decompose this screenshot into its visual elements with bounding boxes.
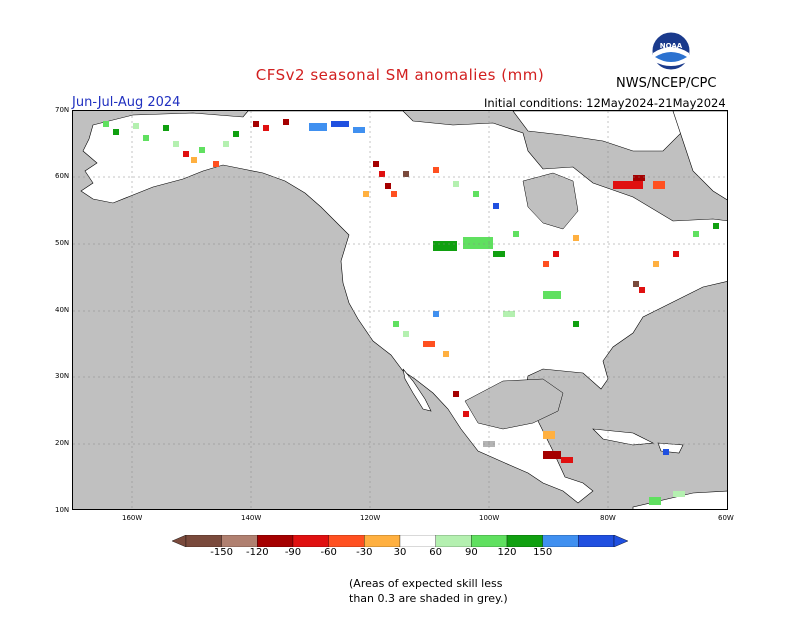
legend-swatch — [185, 535, 222, 547]
initial-conditions-label: Initial conditions: 12May2024-21May2024 — [484, 96, 726, 110]
legend-swatch — [257, 535, 294, 547]
skill-note-line2: than 0.3 are shaded in grey.) — [349, 592, 508, 605]
legend-swatch — [292, 535, 329, 547]
legend-arrow-right — [613, 535, 628, 547]
lat-label-70n: 70N — [55, 106, 70, 114]
season-label: Jun-Jul-Aug 2024 — [72, 95, 181, 110]
legend-label: -150 — [210, 547, 234, 558]
anomaly-cells — [103, 119, 719, 505]
source-label: NWS/NCEP/CPC — [616, 76, 717, 91]
skill-note: (Areas of expected skill less than 0.3 a… — [349, 576, 508, 606]
hudson-bay — [522, 172, 579, 230]
lon-label-140w: 140W — [241, 514, 262, 522]
legend-swatch — [435, 535, 472, 547]
noaa-logo-text: NOAA — [660, 42, 683, 50]
lon-label-160w: 160W — [122, 514, 143, 522]
lat-label-50n: 50N — [55, 239, 70, 247]
lon-label-60w: 60W — [718, 514, 734, 522]
legend-label: -90 — [284, 547, 302, 558]
lon-label-100w: 100W — [479, 514, 500, 522]
anomaly-map — [72, 110, 728, 510]
lat-label-10n: 10N — [55, 506, 70, 514]
baja-california — [402, 368, 432, 412]
lon-label-80w: 80W — [600, 514, 616, 522]
legend-label: 60 — [429, 547, 443, 558]
lat-label-40n: 40N — [55, 306, 70, 314]
legend-swatch — [328, 535, 365, 547]
legend-swatch — [399, 535, 436, 547]
graticule — [73, 111, 727, 509]
legend-swatches — [185, 535, 615, 547]
lat-label-30n: 30N — [55, 372, 70, 380]
legend-swatch — [471, 535, 508, 547]
lat-label-60n: 60N — [55, 172, 70, 180]
legend-label: 30 — [393, 547, 407, 558]
map-canvas — [73, 111, 727, 509]
legend-label: -30 — [356, 547, 373, 558]
legend-label: -120 — [245, 547, 269, 558]
noaa-logo: NOAA — [651, 31, 691, 71]
lon-label-120w: 120W — [360, 514, 381, 522]
lat-label-20n: 20N — [55, 439, 70, 447]
color-legend-bar — [172, 535, 628, 547]
water-bodies — [464, 172, 579, 430]
legend-swatch — [542, 535, 579, 547]
legend-swatch — [364, 535, 401, 547]
legend-swatch — [506, 535, 543, 547]
skill-note-line1: (Areas of expected skill less — [349, 577, 503, 590]
legend-label: 150 — [533, 547, 553, 558]
legend-swatch — [578, 535, 615, 547]
legend-arrow-left — [172, 535, 187, 547]
gulf-of-mexico — [464, 378, 564, 430]
legend-label: 90 — [464, 547, 478, 558]
legend-label: -60 — [320, 547, 337, 558]
chart-title: CFSv2 seasonal SM anomalies (mm) — [255, 66, 545, 84]
legend-swatch — [221, 535, 258, 547]
legend-label: 120 — [497, 547, 517, 558]
greenland — [672, 111, 727, 201]
